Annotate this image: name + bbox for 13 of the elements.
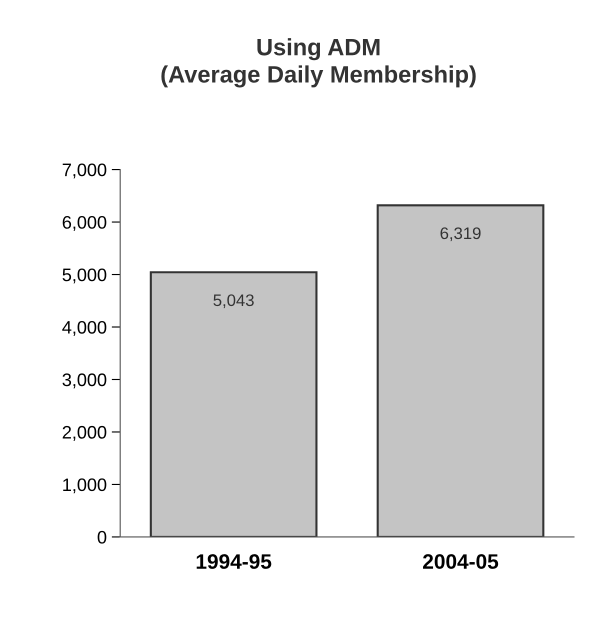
- x-tick-label: 1994-95: [196, 554, 272, 569]
- y-tick-label: 0: [98, 530, 106, 544]
- y-tick-label: 2,000: [62, 426, 106, 441]
- data-label: 6,319: [440, 227, 481, 242]
- y-tick-label: 7,000: [62, 163, 106, 178]
- y-tick-label: 1,000: [63, 478, 106, 494]
- y-tick-label: 6,000: [62, 216, 106, 231]
- y-tick-label: 3,000: [62, 373, 106, 388]
- chart-title: Using ADM (Average Daily Membership): [161, 38, 476, 88]
- data-label: 5,043: [213, 294, 254, 308]
- x-tick-label: 2004-05: [423, 554, 498, 569]
- y-tick-label: 5,000: [62, 268, 106, 284]
- y-tick-label: 4,000: [62, 320, 106, 336]
